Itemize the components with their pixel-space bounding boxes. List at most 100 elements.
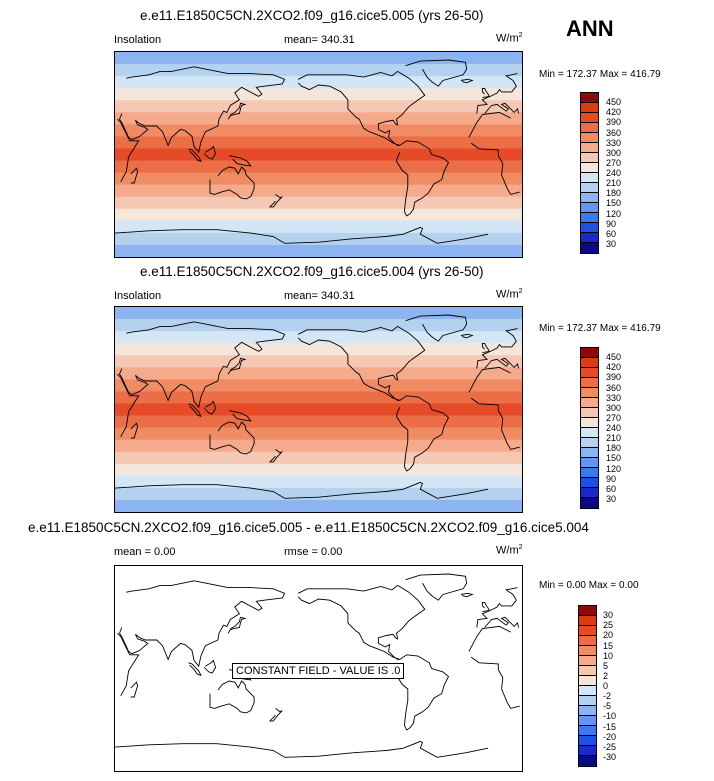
- colorbar-swatch: [579, 606, 596, 616]
- coastline-greatbritain: [481, 342, 490, 354]
- colorbar-tick-label: 390: [606, 372, 622, 383]
- insolation-band: [115, 196, 522, 210]
- panel3-rmse-label: rmse = 0.00: [284, 546, 343, 558]
- colorbar-swatch: [579, 716, 596, 726]
- colorbar-tick-label: 150: [606, 453, 622, 464]
- insolation-band: [115, 475, 522, 489]
- colorbar-swatch: [581, 173, 598, 183]
- insolation-band: [115, 415, 522, 429]
- coastline-eurasia: [118, 321, 286, 409]
- coastline-greatbritain: [481, 87, 490, 99]
- coastline-australia: [209, 166, 255, 200]
- colorbar-tick-label: 0: [603, 681, 609, 691]
- colorbar-tick-label: 330: [606, 392, 622, 403]
- panel1-map: [114, 51, 523, 258]
- coastline-africa: [116, 118, 140, 183]
- panel2-title: e.e11.E1850C5CN.2XCO2.f09_g16.cice5.004 …: [140, 264, 484, 279]
- panel3-map-canvas: [115, 573, 520, 758]
- coastline-iceland: [460, 592, 474, 598]
- panel1-variable-label: Insolation: [114, 34, 162, 46]
- panel1-colorbar: [580, 92, 599, 254]
- coastline-japan: [227, 102, 247, 120]
- coastline-borneo: [203, 400, 217, 415]
- coastline-antarctica: [284, 740, 489, 758]
- coastline-samerica: [396, 395, 450, 472]
- insolation-band: [115, 76, 522, 89]
- coastline-madagascar: [130, 422, 139, 439]
- colorbar-tick-label: 30: [606, 493, 617, 504]
- colorbar-swatch: [581, 488, 598, 498]
- colorbar-swatch: [581, 133, 598, 143]
- insolation-band: [115, 112, 522, 125]
- insolation-band: [115, 100, 522, 113]
- coastline-australia: [209, 421, 255, 455]
- colorbar-swatch: [581, 183, 598, 193]
- coastline-newzealand: [268, 449, 283, 463]
- coastline-antarctica: [115, 743, 285, 758]
- panel2-colorbar: [580, 347, 599, 509]
- panel3-title: e.e11.E1850C5CN.2XCO2.f09_g16.cice5.005 …: [28, 520, 589, 535]
- colorbar-tick-label: 60: [606, 483, 617, 494]
- colorbar-tick-label: 420: [606, 107, 622, 118]
- coastline-africa: [470, 397, 520, 450]
- panel3-mean-label: mean = 0.00: [114, 546, 176, 558]
- colorbar-swatch: [581, 113, 598, 123]
- coastline-sumatra: [188, 403, 202, 418]
- coastline-greatbritain: [481, 601, 490, 613]
- colorbar-swatch: [581, 428, 598, 438]
- colorbar-tick-label: 240: [606, 423, 622, 433]
- colorbar-tick-label: 90: [606, 218, 617, 229]
- panel2-mean-label: mean= 340.31: [284, 290, 355, 302]
- colorbar-tick-label: 25: [603, 620, 614, 631]
- coastline-africa: [116, 632, 140, 697]
- insolation-band: [115, 148, 522, 162]
- coastline-namerica: [297, 70, 426, 146]
- colorbar-tick-label: 30: [606, 238, 617, 249]
- insolation-band: [115, 172, 522, 186]
- panel1-title: e.e11.E1850C5CN.2XCO2.f09_g16.cice5.005 …: [140, 8, 484, 23]
- coastline-newguinea: [229, 155, 252, 167]
- insolation-band: [115, 367, 522, 380]
- coastline-africa: [468, 366, 511, 393]
- panel3-colorbar: [578, 605, 597, 767]
- panel1-mean-label: mean= 340.31: [284, 34, 355, 46]
- insolation-band: [115, 331, 522, 344]
- coastline-eurasia: [476, 587, 518, 628]
- coastline-japan: [227, 616, 247, 634]
- insolation-band: [115, 451, 522, 465]
- colorbar-swatch: [581, 448, 598, 458]
- insolation-band: [115, 463, 522, 477]
- coastline-sumatra: [188, 148, 202, 163]
- insolation-band: [115, 88, 522, 101]
- colorbar-tick-label: 240: [606, 168, 622, 178]
- insolation-band: [115, 439, 522, 453]
- insolation-band: [115, 244, 522, 257]
- panel2-map-canvas: [115, 307, 522, 512]
- panel3-units: W/m2: [496, 544, 523, 557]
- colorbar-swatch: [581, 388, 598, 398]
- colorbar-swatch: [581, 233, 598, 243]
- colorbar-swatch: [581, 358, 598, 368]
- colorbar-tick-label: 2: [603, 670, 609, 681]
- colorbar-tick-label: 360: [606, 127, 622, 138]
- colorbar-tick-label: -15: [603, 721, 617, 732]
- colorbar-tick-label: 120: [606, 463, 622, 474]
- coastline-borneo: [203, 659, 217, 674]
- insolation-band: [115, 427, 522, 441]
- colorbar-tick-label: 330: [606, 137, 622, 148]
- colorbar-swatch: [579, 636, 596, 646]
- insolation-band: [115, 184, 522, 198]
- coastline-africa: [468, 111, 511, 138]
- colorbar-swatch: [581, 478, 598, 488]
- colorbar-swatch: [579, 726, 596, 736]
- coastline-africa: [468, 625, 511, 652]
- colorbar-swatch: [581, 458, 598, 468]
- colorbar-tick-label: 450: [606, 352, 622, 363]
- colorbar-swatch: [581, 93, 598, 103]
- colorbar-tick-label: 60: [606, 228, 617, 239]
- colorbar-tick-label: 120: [606, 208, 622, 219]
- coastline-namerica: [297, 325, 426, 401]
- coastline-madagascar: [130, 681, 139, 698]
- colorbar-tick-label: -30: [603, 751, 617, 762]
- coastline-antarctica: [284, 226, 489, 244]
